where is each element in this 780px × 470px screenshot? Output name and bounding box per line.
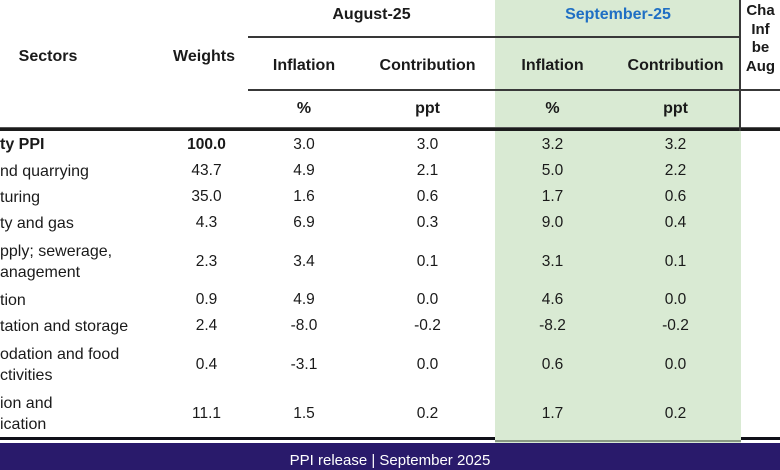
- september-ppt-unit: ppt: [663, 100, 688, 117]
- table-row-transportation-storage: tation and storage 2.4 -8.0 -0.2 -8.2 -0…: [0, 313, 780, 339]
- august-inflation-value: 3.4: [293, 252, 315, 270]
- weight-value: 0.9: [195, 291, 218, 308]
- august-inflation-value: 1.6: [293, 188, 315, 205]
- table-row-accommodation-food: odation and food ctivities 0.4 -3.1 0.0 …: [0, 339, 780, 390]
- september-inflation-value: 3.2: [541, 135, 564, 153]
- august-contribution-value: 3.0: [416, 135, 439, 153]
- sector-name: turing: [0, 188, 41, 206]
- august-contribution-value: 0.0: [416, 291, 439, 308]
- september-inflation-header: Inflation: [521, 57, 584, 74]
- august-contribution-value: 0.0: [416, 355, 439, 373]
- sector-name: ty and gas: [0, 214, 74, 232]
- sector-name: odation and food ctivities: [0, 345, 120, 384]
- sector-name: pply; sewerage, anagement: [0, 242, 113, 281]
- table-bottom-border-right: [741, 437, 780, 440]
- sector-name: ion and ication: [0, 394, 53, 433]
- sectors-column-header: Sectors: [18, 48, 78, 65]
- footer-release-caption: PPI release | September 2025: [289, 452, 491, 469]
- header-body-separator-rule: [0, 127, 780, 131]
- september-contribution-value: 2.2: [664, 162, 687, 179]
- august-contribution-value: -0.2: [414, 317, 441, 334]
- september-contribution-value: 0.0: [664, 291, 687, 308]
- september-highlight-band: [495, 0, 741, 443]
- september-percent-unit: %: [545, 100, 560, 117]
- august-contribution-header: Contribution: [379, 57, 476, 74]
- september-contribution-header: Contribution: [627, 57, 724, 74]
- weight-value: 2.4: [195, 317, 218, 334]
- september-contribution-value: 3.2: [664, 135, 687, 153]
- green-band-bottom-edge: [495, 440, 741, 442]
- august-percent-unit: %: [296, 100, 312, 117]
- august-inflation-value: 6.9: [293, 214, 315, 231]
- august-contribution-value: 0.1: [416, 252, 439, 270]
- august-contribution-value: 2.1: [416, 162, 439, 179]
- weight-value: 4.3: [195, 214, 218, 231]
- sector-name: tion: [0, 291, 26, 309]
- september-inflation-value: 5.0: [541, 162, 564, 179]
- august-contribution-value: 0.6: [416, 188, 439, 205]
- september-inflation-value: 1.7: [541, 404, 564, 422]
- weight-value: 43.7: [191, 162, 222, 179]
- august-inflation-value: 3.0: [293, 135, 315, 153]
- table-row-construction: tion 0.9 4.9 0.0 4.6 0.0: [0, 287, 780, 313]
- table-bottom-border-left: [0, 437, 495, 440]
- weight-value: 100.0: [187, 135, 226, 153]
- august-contribution-value: 0.3: [416, 214, 439, 231]
- september-inflation-value: 1.7: [541, 188, 564, 205]
- table-row-electricity-gas: ty and gas 4.3 6.9 0.3 9.0 0.4: [0, 210, 780, 236]
- september-contribution-value: 0.4: [664, 214, 687, 231]
- september-contribution-value: 0.1: [664, 252, 687, 270]
- weight-value: 0.4: [195, 355, 218, 373]
- sector-name: tation and storage: [0, 317, 129, 335]
- table-row-mining-quarrying: nd quarrying 43.7 4.9 2.1 5.0 2.2: [0, 158, 780, 184]
- september-inflation-value: 4.6: [541, 291, 564, 308]
- group-header-rule: [248, 36, 741, 38]
- september-contribution-value: -0.2: [662, 317, 689, 334]
- september-inflation-value: 0.6: [541, 355, 564, 373]
- weight-value: 11.1: [191, 404, 222, 422]
- change-column-header-clipped: Cha Inf be Aug: [745, 2, 776, 75]
- august-inflation-value: 4.9: [293, 162, 315, 179]
- sector-name: ty PPI: [0, 136, 45, 153]
- august-group-header: August-25: [332, 6, 411, 23]
- september-inflation-value: 9.0: [541, 214, 564, 231]
- august-inflation-value: 1.5: [293, 404, 315, 422]
- table-row-all-activity-ppi: ty PPI 100.0 3.0 3.0 3.2 3.2: [0, 131, 780, 158]
- august-ppt-unit: ppt: [415, 100, 440, 117]
- subheader-rule: [248, 89, 780, 91]
- august-contribution-value: 0.2: [416, 404, 439, 422]
- weight-value: 2.3: [195, 252, 218, 270]
- sector-name: nd quarrying: [0, 162, 89, 180]
- table-row-water-supply-sewerage: pply; sewerage, anagement 2.3 3.4 0.1 3.…: [0, 236, 780, 287]
- september-inflation-value: 3.1: [541, 252, 564, 270]
- september-contribution-value: 0.2: [664, 404, 687, 422]
- september-inflation-value: -8.2: [539, 317, 566, 334]
- august-inflation-value: -3.1: [290, 355, 318, 373]
- august-inflation-header: Inflation: [272, 57, 336, 74]
- change-column-left-border: [739, 0, 741, 131]
- september-contribution-value: 0.0: [664, 355, 687, 373]
- weights-column-header: Weights: [173, 48, 235, 65]
- august-inflation-value: 4.9: [293, 291, 315, 308]
- table-row-information-communication: ion and ication 11.1 1.5 0.2 1.7 0.2: [0, 390, 780, 437]
- weight-value: 35.0: [191, 188, 222, 205]
- september-contribution-value: 0.6: [664, 188, 687, 205]
- table-row-manufacturing: turing 35.0 1.6 0.6 1.7 0.6: [0, 184, 780, 210]
- august-inflation-value: -8.0: [290, 317, 318, 334]
- footer-bar: [0, 443, 780, 470]
- september-group-header: September-25: [565, 6, 671, 23]
